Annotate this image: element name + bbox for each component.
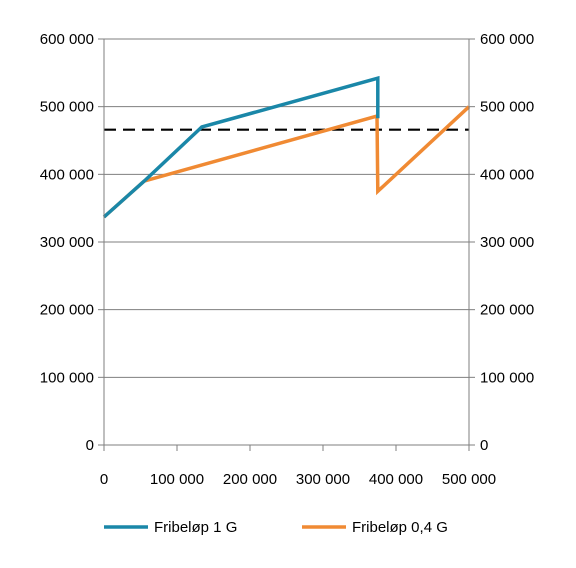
grid-lines — [104, 38, 469, 378]
x-tick-label: 500 000 — [442, 471, 496, 488]
y-tick-label-left: 300 000 — [40, 234, 94, 251]
y-tick-label-left: 400 000 — [40, 166, 94, 183]
y-tick-label-left: 600 000 — [40, 31, 94, 48]
x-tick-label: 0 — [100, 471, 108, 488]
x-tick-label: 200 000 — [223, 471, 277, 488]
series-line-1 — [102, 75, 380, 219]
axes — [98, 38, 475, 451]
y-tick-label-right: 200 000 — [480, 302, 534, 319]
y-tick-label-right: 400 000 — [480, 166, 534, 183]
y-tick-label-right: 600 000 — [480, 31, 534, 48]
x-tick-label: 400 000 — [369, 471, 423, 488]
series-line-2 — [102, 105, 471, 219]
legend-label-2: Fribeløp 0,4 G — [352, 519, 448, 536]
y-tick-label-right: 500 000 — [480, 99, 534, 116]
legend: Fribeløp 1 G Fribeløp 0,4 G — [104, 519, 448, 536]
x-tick-label: 300 000 — [296, 471, 350, 488]
y-tick-label-left: 0 — [86, 437, 94, 454]
legend-label-1: Fribeløp 1 G — [154, 519, 237, 536]
y-tick-label-left: 100 000 — [40, 369, 94, 386]
series-group — [102, 75, 471, 219]
x-tick-label: 100 000 — [150, 471, 204, 488]
y-tick-label-right: 300 000 — [480, 234, 534, 251]
y-tick-label-left: 200 000 — [40, 302, 94, 319]
y-tick-label-right: 0 — [480, 437, 488, 454]
y-tick-label-right: 100 000 — [480, 369, 534, 386]
y-tick-label-left: 500 000 — [40, 99, 94, 116]
